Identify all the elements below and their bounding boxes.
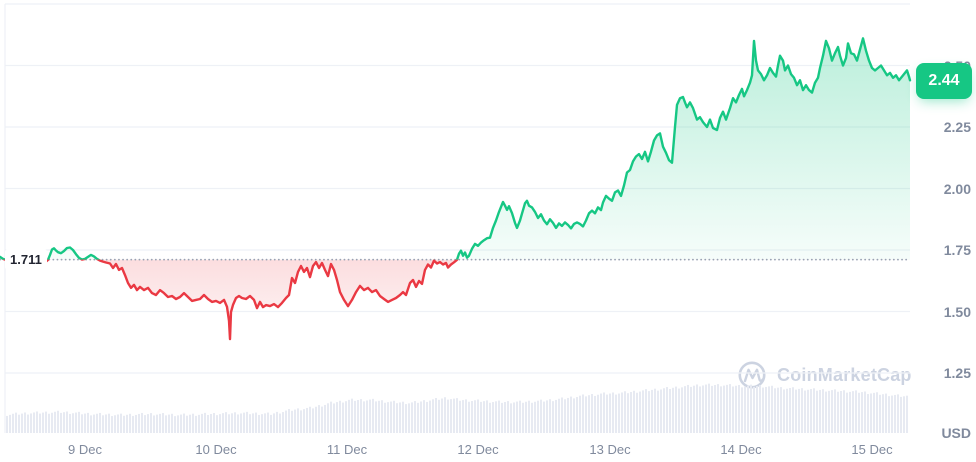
price-line-up — [0, 37, 912, 260]
current-price-badge: 2.44 — [916, 63, 972, 99]
price-area-below-baseline — [0, 259, 910, 340]
gridlines — [4, 3, 910, 433]
baseline-price-label: 1.711 — [5, 249, 47, 270]
volume-bars — [6, 383, 908, 433]
price-line-down — [1, 259, 459, 341]
watermark-text: CoinMarketCap — [777, 365, 912, 385]
price-area-above-baseline — [0, 38, 910, 260]
